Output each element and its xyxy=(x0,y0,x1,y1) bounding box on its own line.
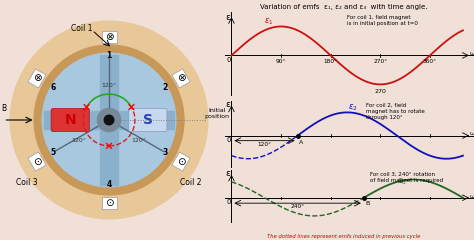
Text: For coil 3, 240° rotation
of field magnet is required: For coil 3, 240° rotation of field magne… xyxy=(370,172,444,183)
FancyBboxPatch shape xyxy=(129,108,167,132)
Bar xyxy=(172,69,190,88)
Text: A: A xyxy=(299,140,303,145)
Text: For coil 2, field
magnet has to rotate
through 120°: For coil 2, field magnet has to rotate t… xyxy=(366,103,425,120)
Text: The dotted lines represent emfs induced in previous cycle: The dotted lines represent emfs induced … xyxy=(267,234,420,239)
Text: Coil 3: Coil 3 xyxy=(17,178,38,187)
Text: For coil 1, field magnet
is in initial position at t=0: For coil 1, field magnet is in initial p… xyxy=(347,15,418,26)
Text: S: S xyxy=(143,113,153,127)
Text: ωt: ωt xyxy=(469,131,474,136)
Text: 1: 1 xyxy=(106,51,112,60)
Text: 3: 3 xyxy=(163,148,168,157)
Bar xyxy=(28,69,46,88)
Text: ωt: ωt xyxy=(469,194,474,199)
Text: 180°: 180° xyxy=(324,59,338,64)
Text: ⊙: ⊙ xyxy=(177,156,185,167)
FancyBboxPatch shape xyxy=(51,108,89,132)
Text: 0: 0 xyxy=(226,199,230,205)
Circle shape xyxy=(98,108,120,132)
Text: ε: ε xyxy=(225,101,230,109)
Text: 120°: 120° xyxy=(72,138,86,143)
Text: 120°: 120° xyxy=(101,84,117,88)
Text: 120°: 120° xyxy=(257,142,272,147)
Circle shape xyxy=(10,21,208,219)
Text: B: B xyxy=(1,104,6,113)
Text: ε: ε xyxy=(225,13,230,22)
Text: 90°: 90° xyxy=(276,59,286,64)
Text: 240°: 240° xyxy=(291,204,305,209)
Text: $\varepsilon_1$: $\varepsilon_1$ xyxy=(264,17,274,27)
Text: Initial
position: Initial position xyxy=(204,108,229,119)
Text: ⊗: ⊗ xyxy=(177,73,185,84)
Text: 120°: 120° xyxy=(132,138,146,143)
Text: 270: 270 xyxy=(374,89,386,94)
Text: 5: 5 xyxy=(50,148,55,157)
Bar xyxy=(101,31,117,43)
Text: 0: 0 xyxy=(226,57,230,63)
FancyBboxPatch shape xyxy=(44,111,174,129)
Text: 2: 2 xyxy=(163,83,168,92)
Text: ⊗: ⊗ xyxy=(105,32,113,42)
Text: 4: 4 xyxy=(106,180,112,189)
Text: ε: ε xyxy=(225,169,230,178)
Circle shape xyxy=(42,53,176,187)
Circle shape xyxy=(104,115,114,125)
Bar xyxy=(101,197,117,209)
Text: Variation of emfs  ε₁, ε₂ and ε₃  with time angle.: Variation of emfs ε₁, ε₂ and ε₃ with tim… xyxy=(260,4,428,10)
Text: ⊙: ⊙ xyxy=(33,156,41,167)
Text: ⊗: ⊗ xyxy=(33,73,41,84)
Text: 360°: 360° xyxy=(423,59,437,64)
Text: N: N xyxy=(64,113,76,127)
Text: Coil 1: Coil 1 xyxy=(71,24,92,32)
Bar xyxy=(172,152,190,171)
Bar xyxy=(28,152,46,171)
Text: $\varepsilon_2$: $\varepsilon_2$ xyxy=(348,102,357,113)
Text: B: B xyxy=(365,201,370,206)
Circle shape xyxy=(34,45,184,195)
Text: $\varepsilon_3$: $\varepsilon_3$ xyxy=(397,176,407,186)
Text: Coil 2: Coil 2 xyxy=(180,178,201,187)
Text: ⊙: ⊙ xyxy=(105,198,113,208)
Text: ωt: ωt xyxy=(469,51,474,56)
FancyBboxPatch shape xyxy=(100,55,118,185)
Text: 270°: 270° xyxy=(373,59,387,64)
Text: 0: 0 xyxy=(226,137,230,143)
Text: 6: 6 xyxy=(50,83,55,92)
